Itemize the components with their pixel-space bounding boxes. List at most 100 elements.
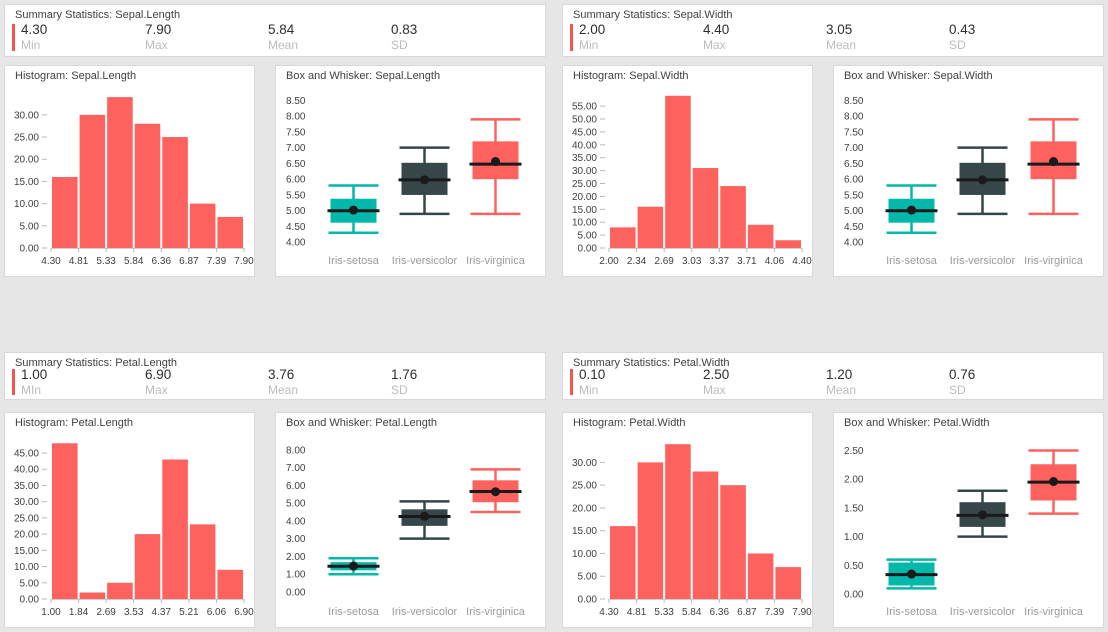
summary-card-petal-width[interactable]: Summary Statistics: Petal.Width 0.10 Min … xyxy=(562,352,1104,400)
stat-max: 7.90 Max xyxy=(145,22,171,52)
box-whisker-iris-virginica[interactable] xyxy=(469,118,522,216)
y-axis-tick-label: 15.00 xyxy=(14,546,39,557)
histogram-card-sepal-width[interactable]: Histogram: Sepal.Width 0.00 5.00 10.00 15.0… xyxy=(562,65,813,277)
histogram-bar[interactable] xyxy=(162,137,188,248)
histogram-bar[interactable] xyxy=(79,592,106,599)
histogram-bar[interactable] xyxy=(52,176,78,248)
histogram-bar[interactable] xyxy=(217,569,243,599)
stat-label: Mean xyxy=(268,383,299,397)
histogram-bar[interactable] xyxy=(217,216,243,248)
histogram-bar[interactable] xyxy=(637,462,664,599)
histogram-card-petal-width[interactable]: Histogram: Petal.Width 0.00 5.00 10.00 15.0… xyxy=(562,412,813,628)
stat-value: 3.05 xyxy=(826,22,853,37)
x-axis-tick-label: 4.30 xyxy=(41,256,61,267)
x-axis-tick-label: 6.36 xyxy=(152,256,172,267)
box-whisker-iris-setosa[interactable] xyxy=(327,556,380,576)
boxplot-card-sepal-width[interactable]: Box and Whisker: Sepal.Width 4.00 4.50 5.0… xyxy=(833,65,1104,277)
y-axis-tick-label: 55.00 xyxy=(572,102,597,113)
x-axis-tick-label: 4.81 xyxy=(69,256,89,267)
boxplot-plot[interactable]: 0.00 1.00 2.00 3.00 4.00 5.00 6.00 7.00 8.00 Iris… xyxy=(276,435,545,627)
histogram-bar[interactable] xyxy=(747,553,774,599)
box-whisker-iris-setosa[interactable] xyxy=(885,558,938,590)
histogram-bar[interactable] xyxy=(747,224,774,248)
box-whisker-iris-virginica[interactable] xyxy=(469,468,522,514)
y-axis-tick-label: 8.00 xyxy=(286,112,306,123)
histogram-bar[interactable] xyxy=(134,534,161,599)
boxplot-plot[interactable]: 0.00 0.50 1.00 1.50 2.00 2.50 Iris-setosa Iris-… xyxy=(834,435,1103,627)
x-axis-tick-label: 4.81 xyxy=(627,607,647,618)
histogram-plot[interactable]: 0.00 5.00 10.00 15.00 20.00 25.00 30.00 4.30 4.8… xyxy=(563,435,812,627)
stat-sd: 0.76 SD xyxy=(949,367,975,397)
histogram-bar[interactable] xyxy=(162,459,188,599)
histogram-bar[interactable] xyxy=(665,95,691,248)
boxplot-card-sepal-length[interactable]: Box and Whisker: Sepal.Length 4.00 4.50 5.… xyxy=(275,65,546,277)
histogram-bar[interactable] xyxy=(52,443,78,599)
histogram-bar[interactable] xyxy=(134,123,161,248)
category-label: Iris-versicolor xyxy=(392,255,458,267)
x-axis-tick-label: 6.06 xyxy=(207,607,227,618)
x-axis-tick-label: 7.90 xyxy=(792,607,812,618)
boxplot-card-petal-length[interactable]: Box and Whisker: Petal.Length 0.00 1.00 2.… xyxy=(275,412,546,628)
y-axis-tick-label: 25.00 xyxy=(572,481,597,492)
histogram-bar[interactable] xyxy=(665,444,691,599)
x-axis-tick-label: 7.39 xyxy=(207,256,227,267)
y-axis-tick-label: 25.00 xyxy=(14,513,39,524)
histogram-bar[interactable] xyxy=(610,526,636,599)
stat-sd: 1.76 SD xyxy=(391,367,417,397)
box-whisker-iris-setosa[interactable] xyxy=(885,184,938,235)
histogram-bar[interactable] xyxy=(107,582,133,599)
histogram-bar[interactable] xyxy=(692,471,719,599)
box-whisker-iris-virginica[interactable] xyxy=(1027,449,1080,515)
stat-max: 4.40 Max xyxy=(703,22,729,52)
boxplot-plot[interactable]: 4.00 4.50 5.00 5.50 6.00 6.50 7.00 7.50 8.00 8.50… xyxy=(276,88,545,276)
histogram-card-sepal-length[interactable]: Histogram: Sepal.Length 0.00 5.00 10.00 15.… xyxy=(4,65,255,277)
histogram-bar[interactable] xyxy=(720,186,746,248)
summary-card-petal-length[interactable]: Summary Statistics: Petal.Length 1.00 MIn… xyxy=(4,352,546,400)
histogram-card-petal-length[interactable]: Histogram: Petal.Length 0.00 5.00 10.00 15.… xyxy=(4,412,255,628)
summary-card-sepal-length[interactable]: Summary Statistics: Sepal.Length 4.30 Min… xyxy=(4,4,546,57)
histogram-bar[interactable] xyxy=(720,485,746,599)
box-whisker-iris-versicolor[interactable] xyxy=(956,489,1009,538)
boxplot-plot[interactable]: 4.00 4.50 5.00 5.50 6.00 6.50 7.00 7.50 8.00 8.50… xyxy=(834,88,1103,276)
summary-card-sepal-width[interactable]: Summary Statistics: Sepal.Width 2.00 Min … xyxy=(562,4,1104,57)
histogram-bar[interactable] xyxy=(189,203,216,248)
y-axis-tick-label: 20.00 xyxy=(14,530,39,541)
histogram-svg: 0.00 5.00 10.00 15.00 20.00 25.00 30.00 35.00 40… xyxy=(14,443,254,618)
stat-mean: 3.05 Mean xyxy=(826,22,856,52)
stat-value: 4.40 xyxy=(703,22,730,37)
y-axis-tick-label: 6.00 xyxy=(286,481,306,492)
histogram-bar[interactable] xyxy=(775,567,801,599)
box-whisker-iris-versicolor[interactable] xyxy=(398,146,451,216)
stat-value: 1.00 xyxy=(21,367,48,382)
x-axis-tick-label: 2.34 xyxy=(627,256,647,267)
y-axis-tick-label: 0.00 xyxy=(578,244,598,255)
histogram-bar[interactable] xyxy=(775,240,801,248)
box-whisker-iris-versicolor[interactable] xyxy=(956,146,1009,216)
stat-value: 0.76 xyxy=(949,367,976,382)
boxplot-card-petal-width[interactable]: Box and Whisker: Petal.Width 0.00 0.50 1.0… xyxy=(833,412,1104,628)
histogram-bar[interactable] xyxy=(637,206,664,248)
histogram-plot[interactable]: 0.00 5.00 10.00 15.00 20.00 25.00 30.00 35.00 40… xyxy=(563,88,812,276)
histogram-bar[interactable] xyxy=(610,227,636,248)
box-whisker-iris-virginica[interactable] xyxy=(1027,118,1080,216)
stat-mean: 3.76 Mean xyxy=(268,367,298,397)
category-label: Iris-virginica xyxy=(466,606,526,618)
y-axis-tick-label: 10.00 xyxy=(14,562,39,573)
y-axis-tick-label: 5.00 xyxy=(844,206,864,217)
y-axis-tick-label: 10.00 xyxy=(572,549,597,560)
histogram-bar[interactable] xyxy=(189,524,216,599)
box-whisker-iris-versicolor[interactable] xyxy=(398,500,451,540)
histogram-plot[interactable]: 0.00 5.00 10.00 15.00 20.00 25.00 30.00 4.30 4.8… xyxy=(5,88,254,276)
x-axis-tick-label: 4.06 xyxy=(765,256,785,267)
y-axis-tick-label: 0.00 xyxy=(20,595,40,606)
y-axis-tick-label: 5.00 xyxy=(578,231,598,242)
category-label: Iris-versicolor xyxy=(392,606,458,618)
histogram-bar[interactable] xyxy=(79,114,106,248)
histogram-bar[interactable] xyxy=(692,168,719,248)
histogram-plot[interactable]: 0.00 5.00 10.00 15.00 20.00 25.00 30.00 35.00 40… xyxy=(5,435,254,627)
box-whisker-iris-setosa[interactable] xyxy=(327,184,380,235)
stat-min: 0.10 Min xyxy=(579,367,605,397)
stat-sd: 0.43 SD xyxy=(949,22,975,52)
histogram-bar[interactable] xyxy=(107,97,133,248)
y-axis-tick-label: 30.00 xyxy=(572,166,597,177)
